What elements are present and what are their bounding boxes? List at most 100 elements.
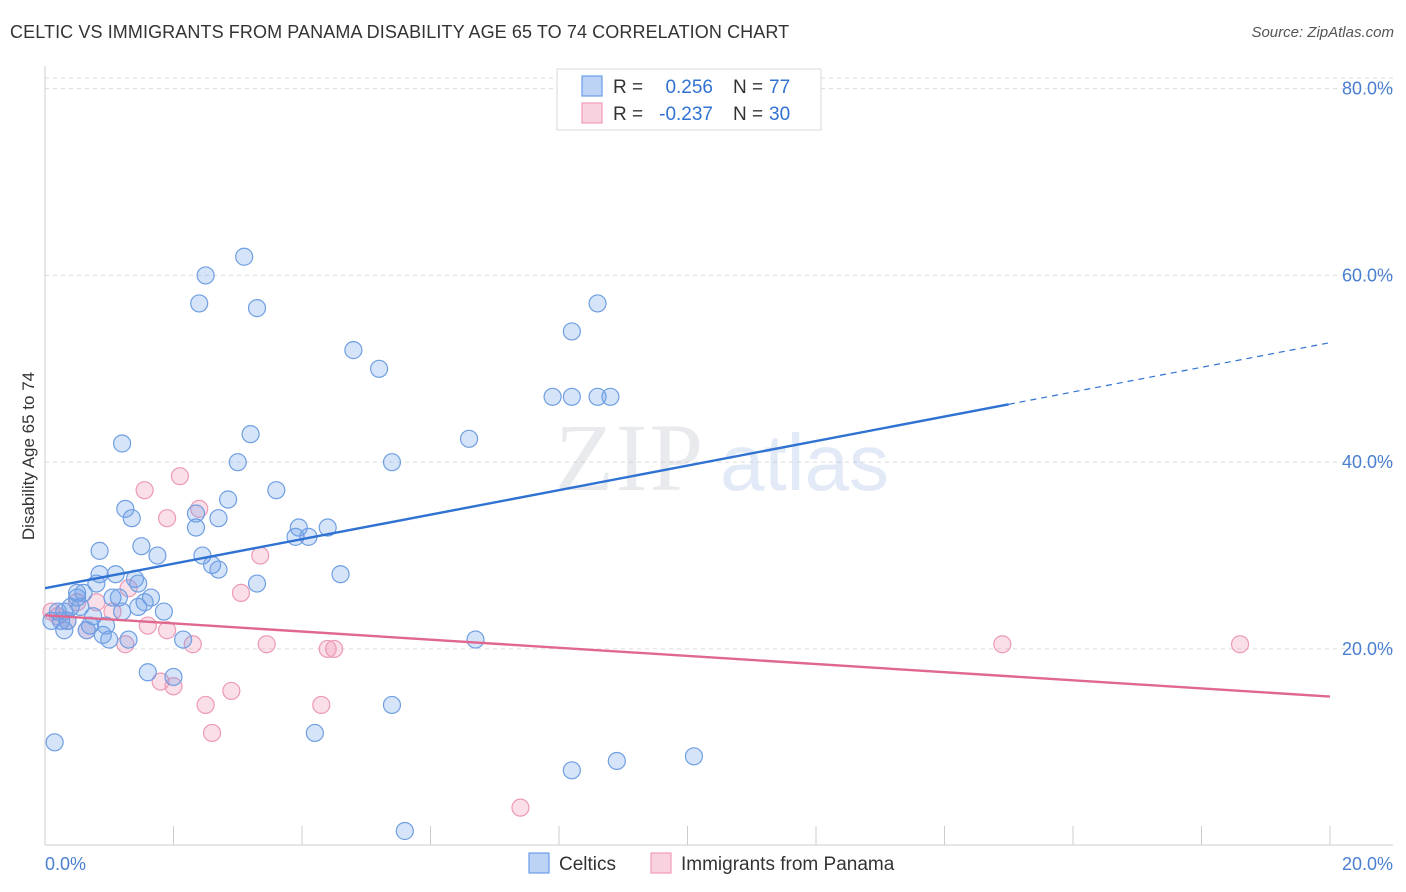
- celtics-point: [74, 583, 93, 602]
- celtics-point: [228, 453, 247, 472]
- celtics-point: [684, 747, 704, 766]
- celtics-point: [209, 560, 228, 579]
- celtics-point: [395, 821, 414, 841]
- celtics-trend-extension: [1008, 342, 1331, 405]
- celtics-point: [382, 453, 402, 472]
- celtics-point: [382, 695, 402, 715]
- panama-point: [135, 481, 154, 500]
- legend-r-value: 0.256: [665, 77, 713, 98]
- panama-trend-line: [44, 614, 1331, 698]
- series-legend-label: Celtics: [559, 854, 616, 875]
- panama-point: [231, 583, 251, 602]
- celtics-point: [109, 588, 128, 607]
- celtics-point: [305, 723, 324, 743]
- celtics-point: [247, 574, 267, 593]
- panama-point: [1230, 635, 1250, 654]
- celtics-point: [562, 387, 581, 406]
- y-tick-label: 20.0%: [1342, 639, 1393, 659]
- celtics-point: [235, 247, 254, 266]
- panama-point: [251, 546, 270, 565]
- panama-point: [164, 677, 183, 696]
- y-tick-label: 60.0%: [1342, 265, 1393, 285]
- celtics-point: [103, 588, 122, 607]
- panama-point: [170, 467, 190, 486]
- panama-point: [325, 639, 344, 659]
- celtics-point: [154, 602, 173, 621]
- celtics-point: [247, 299, 267, 318]
- trend-lines: [44, 342, 1331, 698]
- celtics-point: [119, 630, 138, 649]
- celtics-point: [344, 341, 363, 360]
- celtics-point: [267, 481, 286, 500]
- panama-point: [312, 695, 331, 715]
- celtics-point: [122, 509, 141, 528]
- panama-point: [993, 635, 1012, 654]
- series-legend-swatch: [528, 852, 550, 874]
- celtics-point: [607, 751, 626, 771]
- celtics-point: [116, 499, 135, 518]
- celtics-point: [219, 490, 238, 509]
- stats-legend: R = 0.256 N = 77 R = -0.237 N = 30: [556, 68, 822, 131]
- celtics-point: [90, 565, 109, 584]
- svg-text:ZIP: ZIP: [555, 404, 705, 511]
- chart-source: Source: ZipAtlas.com: [1251, 24, 1394, 41]
- axes: 20.0% 40.0% 60.0% 80.0% 0.0% 20.0%: [44, 66, 1393, 874]
- panama-point: [119, 579, 138, 598]
- celtics-point: [141, 588, 161, 607]
- panama-point: [157, 621, 177, 640]
- celtics-point: [588, 294, 607, 313]
- legend-r-label: R =: [613, 104, 643, 125]
- series-legend: Celtics Immigrants from Panama: [528, 852, 895, 875]
- celtics-point: [459, 429, 479, 448]
- panama-point: [511, 798, 530, 817]
- celtics-point: [186, 504, 206, 523]
- celtics-point: [588, 387, 607, 406]
- panama-point: [183, 635, 202, 654]
- x-tick-label: 0.0%: [45, 854, 86, 874]
- celtics-point: [562, 761, 581, 780]
- gridlines: [45, 77, 1393, 650]
- legend-swatch: [581, 75, 603, 97]
- celtics-point: [148, 546, 167, 565]
- series-celtics: [42, 247, 704, 841]
- x-tick-label: 20.0%: [1342, 854, 1393, 874]
- legend-n-label: N =: [733, 77, 763, 98]
- celtics-point: [186, 518, 206, 537]
- celtics-point: [129, 574, 148, 593]
- legend-n-value: 77: [769, 77, 790, 98]
- panama-point: [222, 681, 241, 701]
- panama-point: [202, 723, 222, 743]
- legend-n-label: N =: [733, 104, 763, 125]
- legend-r-value: -0.237: [659, 104, 713, 125]
- celtics-trend-line: [44, 403, 1009, 590]
- celtics-point: [77, 621, 96, 640]
- celtics-point: [112, 602, 132, 621]
- stats-legend-box: [556, 68, 822, 131]
- panama-point: [318, 639, 337, 659]
- celtics-point: [90, 541, 109, 560]
- celtics-point: [289, 518, 308, 537]
- y-axis-label: Disability Age 65 to 74: [19, 372, 38, 540]
- celtics-point: [190, 294, 209, 313]
- panama-point: [257, 635, 276, 654]
- legend-swatch: [581, 102, 603, 124]
- celtics-point: [318, 518, 337, 537]
- celtics-point: [132, 537, 151, 556]
- celtics-point: [466, 630, 485, 649]
- legend-r-label: R =: [613, 77, 643, 98]
- celtics-point: [209, 509, 228, 528]
- legend-n-value: 30: [769, 104, 790, 125]
- celtics-point: [543, 387, 562, 406]
- celtics-point: [96, 616, 116, 635]
- celtics-point: [45, 733, 64, 752]
- celtics-point: [601, 387, 620, 406]
- panama-point: [196, 695, 215, 715]
- celtics-point: [174, 630, 193, 649]
- celtics-point: [68, 583, 87, 602]
- y-tick-label: 80.0%: [1342, 79, 1393, 99]
- panama-point: [157, 509, 177, 528]
- celtics-point: [112, 434, 132, 453]
- celtics-point: [196, 266, 215, 285]
- chart-title: CELTIC VS IMMIGRANTS FROM PANAMA DISABIL…: [10, 22, 790, 42]
